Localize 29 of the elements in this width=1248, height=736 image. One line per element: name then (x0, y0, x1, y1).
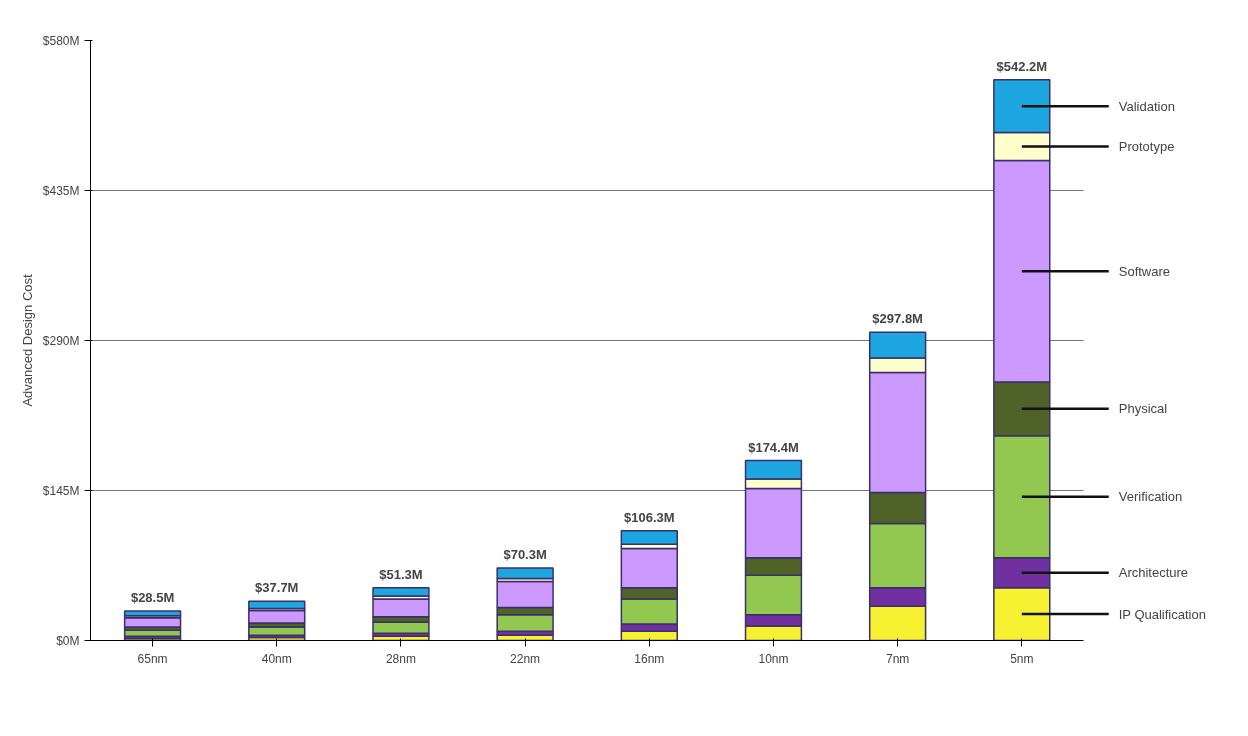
y-tick-label: $580M (42, 33, 80, 48)
x-tick-label: 7nm (885, 651, 910, 666)
y-axis-title: Advanced Design Cost (19, 273, 35, 407)
x-tick-label: 28nm (385, 651, 416, 666)
text: Verification (1118, 489, 1183, 505)
total-label: $174.4M (748, 439, 799, 455)
total-label: $106.3M (624, 509, 675, 525)
y-tick-label: $0M (56, 633, 80, 648)
total-label: $51.3M (379, 566, 423, 582)
text: Validation (1118, 98, 1175, 114)
total-label: $28.5M (130, 590, 175, 606)
total-label: $542.2M (996, 58, 1048, 74)
x-tick-label: 40nm (261, 651, 292, 666)
x-tick-label: 16nm (634, 651, 665, 666)
y-tick-label: $435M (42, 183, 80, 198)
y-tick-label: $290M (42, 333, 80, 348)
text: Architecture (1118, 565, 1189, 581)
total-label: $70.3M (503, 547, 547, 563)
x-tick-label: 22nm (510, 651, 541, 666)
text: Prototype (1118, 139, 1175, 155)
total-label: $297.8M (872, 311, 923, 327)
x-tick-label: 10nm (758, 651, 789, 666)
x-tick-label: 65nm (137, 651, 168, 666)
x-tick-label: 5nm (1010, 651, 1034, 666)
y-tick-label: $145M (42, 483, 80, 498)
text: Software (1118, 263, 1171, 279)
text: IP Qualification (1118, 606, 1206, 622)
total-label: $37.7M (255, 580, 299, 596)
text: Physical (1118, 401, 1168, 417)
